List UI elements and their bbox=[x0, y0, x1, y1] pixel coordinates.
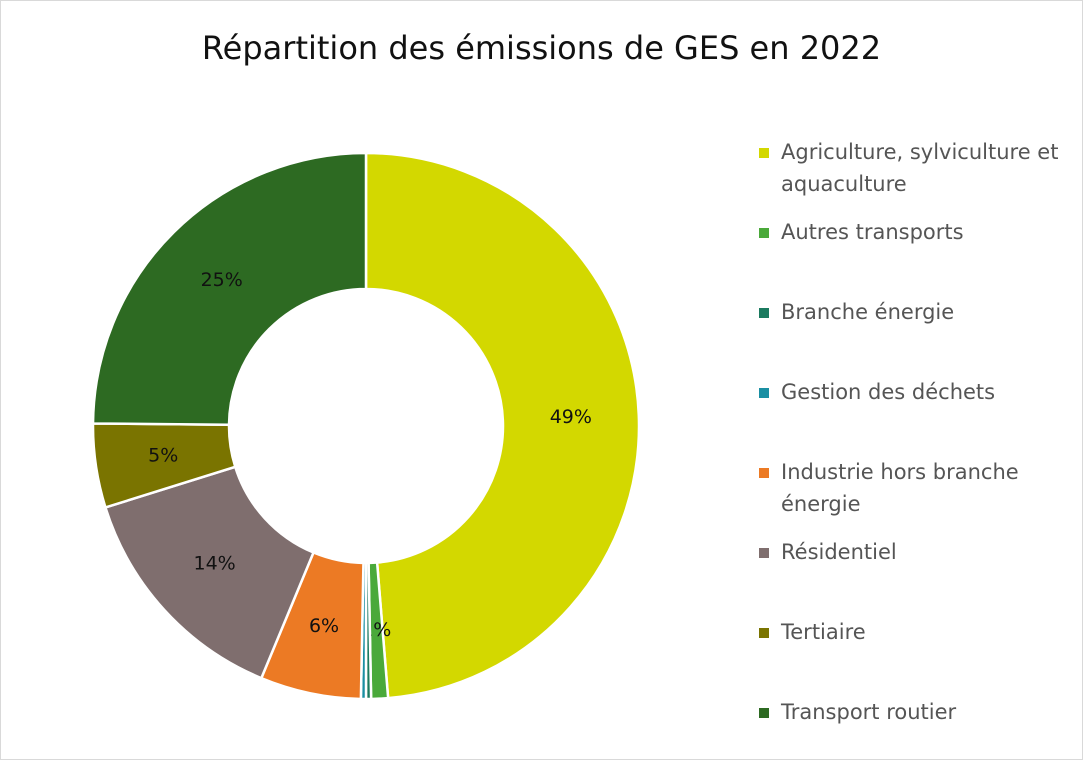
data-label: 6% bbox=[309, 615, 339, 637]
legend-label: Résidentiel bbox=[781, 540, 897, 564]
chart-title: Répartition des émissions de GES en 2022 bbox=[201, 29, 882, 67]
legend-swatch bbox=[759, 228, 769, 238]
legend-item: Autres transports bbox=[759, 216, 1069, 248]
legend-item: Transport routier bbox=[759, 696, 1069, 728]
legend-item: Tertiaire bbox=[759, 616, 1069, 648]
legend-label: Branche énergie bbox=[781, 300, 955, 324]
legend-label: Gestion des déchets bbox=[781, 380, 996, 404]
slice bbox=[364, 151, 641, 700]
data-label: 14% bbox=[194, 553, 236, 575]
legend-swatch bbox=[759, 388, 769, 398]
legend-swatch bbox=[759, 468, 769, 478]
legend-label: Agriculture, sylviculture et aquaculture bbox=[781, 140, 1059, 196]
legend-swatch bbox=[759, 628, 769, 638]
legend-label: Tertiaire bbox=[781, 620, 866, 644]
legend-item: Gestion des déchets bbox=[759, 376, 1069, 408]
legend-item: Branche énergie bbox=[759, 296, 1069, 328]
data-label: 49% bbox=[550, 406, 592, 428]
legend-label: Transport routier bbox=[781, 700, 957, 724]
data-label: 25% bbox=[201, 269, 243, 291]
legend-label: Autres transports bbox=[781, 220, 964, 244]
legend-swatch bbox=[759, 708, 769, 718]
legend-item: Agriculture, sylviculture et aquaculture bbox=[759, 136, 1069, 200]
legend-item: Résidentiel bbox=[759, 536, 1069, 568]
legend-swatch bbox=[759, 308, 769, 318]
slice bbox=[91, 151, 368, 426]
legend-item: Industrie hors branche énergie bbox=[759, 456, 1069, 520]
legend-label: Industrie hors branche énergie bbox=[781, 460, 1019, 516]
legend-swatch bbox=[759, 148, 769, 158]
data-label: 5% bbox=[148, 444, 178, 466]
slice bbox=[103, 465, 316, 680]
legend-swatch bbox=[759, 548, 769, 558]
